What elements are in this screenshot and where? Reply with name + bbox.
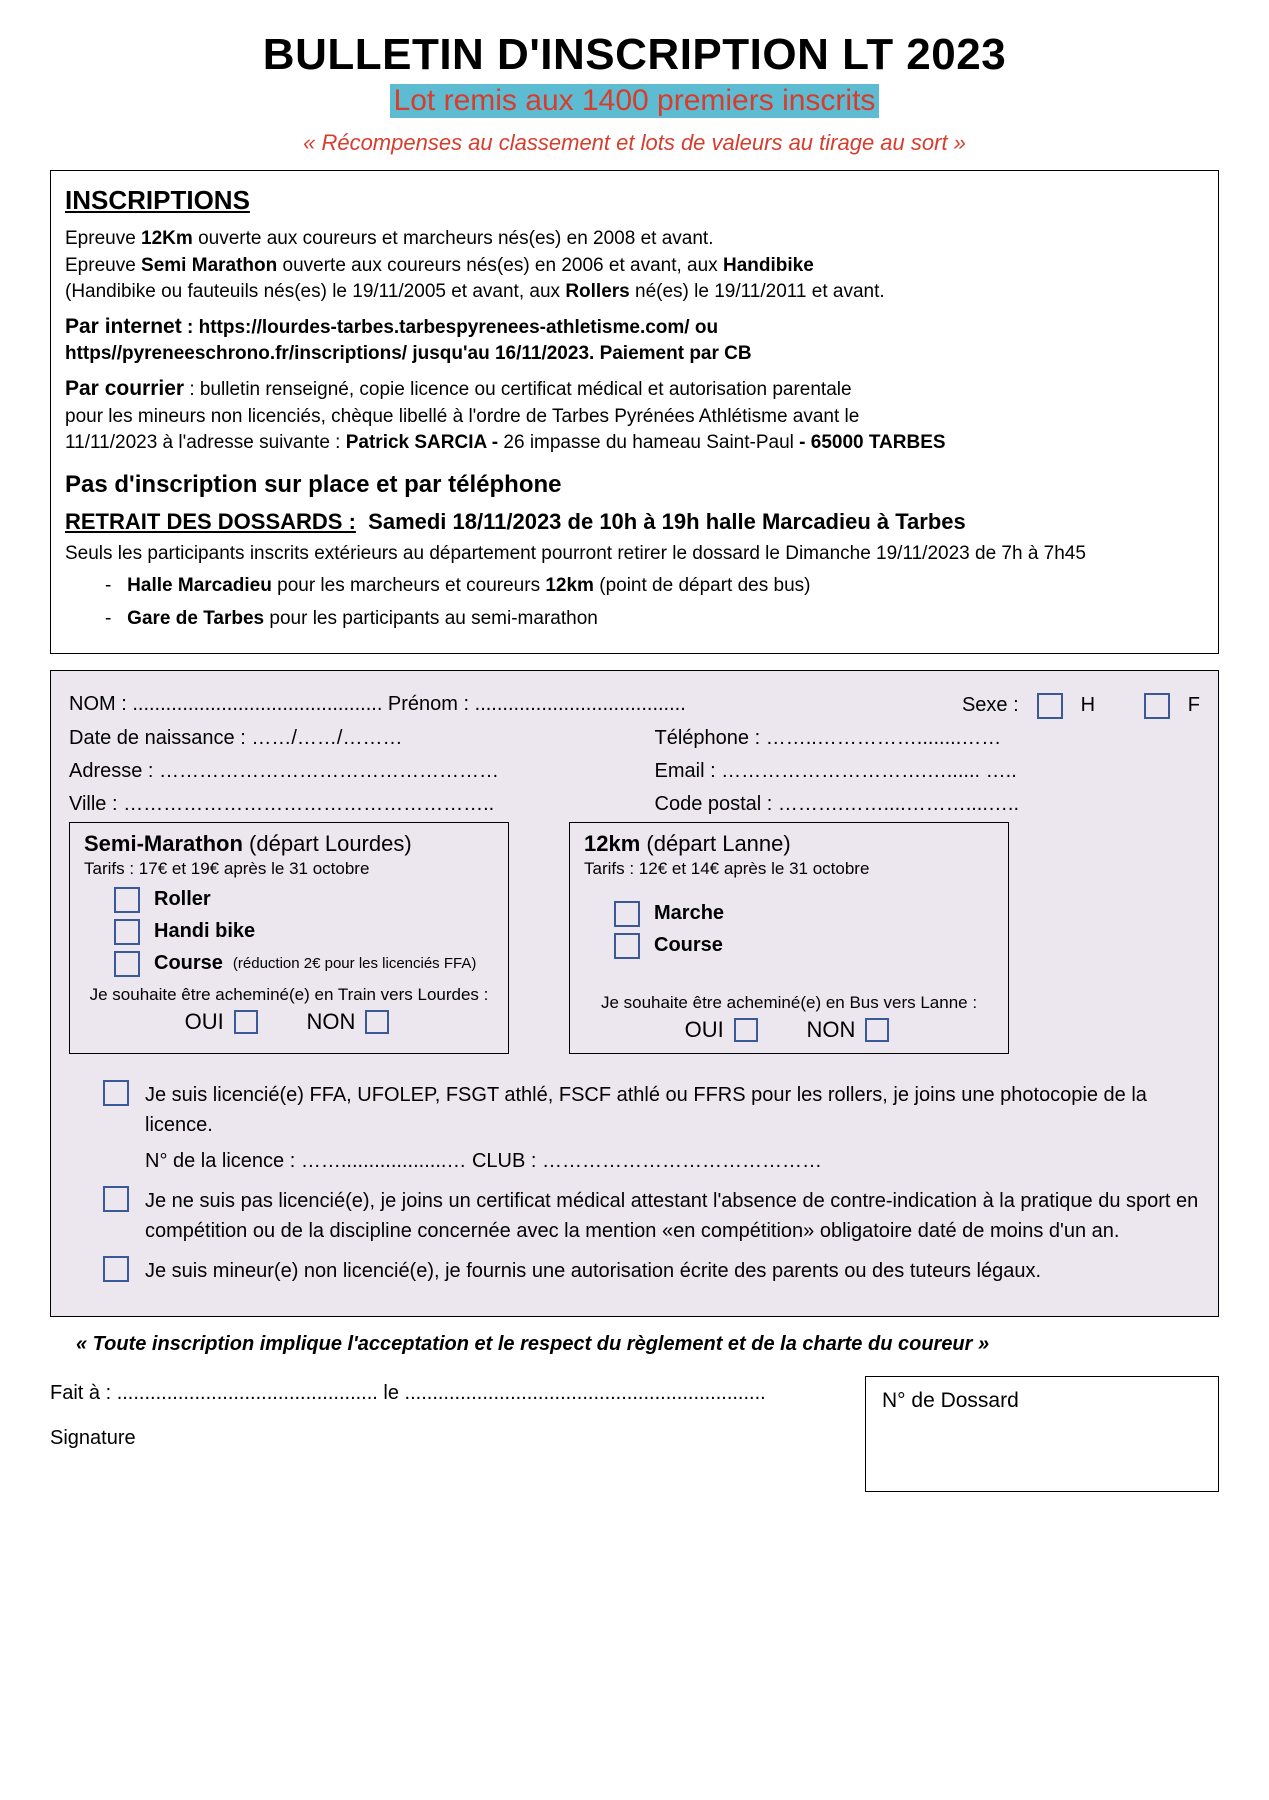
semi-transport: Je souhaite être acheminé(e) en Train ve…: [84, 985, 494, 1035]
lic2-text: Je ne suis pas licencié(e), je joins un …: [145, 1186, 1200, 1246]
inscriptions-heading: INSCRIPTIONS: [65, 185, 1204, 216]
t: pour les mineurs non licenciés, chèque l…: [65, 406, 859, 427]
nom-prenom-field[interactable]: NOM : ..................................…: [69, 693, 942, 719]
courrier-block: Par courrier : bulletin renseigné, copie…: [65, 374, 1204, 457]
addr-field[interactable]: Adresse : ……………………………………………: [69, 760, 615, 783]
t: NON: [806, 1017, 855, 1043]
t: ouverte aux coureurs nés(es) en 2006 et …: [277, 255, 723, 276]
signature-label: Signature: [50, 1427, 845, 1450]
mineur-checkbox[interactable]: [103, 1256, 129, 1282]
semi-marathon-box: Semi-Marathon (départ Lourdes) Tarifs : …: [69, 822, 509, 1054]
t: OUI: [185, 1009, 224, 1035]
t: ouverte aux coureurs et marcheurs nés(es…: [193, 228, 714, 249]
licence-num-field[interactable]: N° de la licence : ……...................…: [145, 1146, 1200, 1176]
semi-train-oui-checkbox[interactable]: [234, 1010, 258, 1034]
semi-tarifs: Tarifs : 17€ et 19€ après le 31 octobre: [84, 859, 494, 879]
t: Je souhaite être acheminé(e) en Train ve…: [84, 985, 494, 1005]
email-field[interactable]: Email : ………………………….…...... …..: [655, 760, 1201, 783]
tel-field[interactable]: Téléphone : ……..……………........……: [655, 727, 1201, 750]
t: (départ Lanne): [640, 831, 790, 856]
t: Handibike: [723, 255, 814, 276]
t: : https://lourdes-tarbes.tarbespyrenees-…: [182, 317, 718, 338]
t: : bulletin renseigné, copie licence ou c…: [184, 379, 852, 400]
t: (départ Lourdes): [243, 831, 412, 856]
t: https//pyreneeschrono.fr/inscriptions/ j…: [65, 343, 752, 364]
no-onsite-reg: Pas d'inscription sur place et par télép…: [65, 471, 1204, 499]
k12-transport: Je souhaite être acheminé(e) en Bus vers…: [584, 993, 994, 1043]
page-title: BULLETIN D'INSCRIPTION LT 2023: [50, 30, 1219, 80]
licencie-checkbox[interactable]: [103, 1080, 129, 1106]
t: (point de départ des bus): [594, 575, 811, 596]
t: NON: [306, 1009, 355, 1035]
sex-f-checkbox[interactable]: [1144, 693, 1170, 719]
t: Semi Marathon: [141, 255, 277, 276]
t: 11/11/2023 à l'adresse suivante :: [65, 432, 346, 453]
t: Rollers: [565, 281, 629, 302]
t: Handi bike: [154, 920, 255, 943]
internet-block: Par internet : https://lourdes-tarbes.ta…: [65, 312, 1204, 368]
t: 26 impasse du hameau Saint-Paul: [503, 432, 799, 453]
marche-checkbox[interactable]: [614, 901, 640, 927]
non-licencie-checkbox[interactable]: [103, 1186, 129, 1212]
semi-train-non-checkbox[interactable]: [365, 1010, 389, 1034]
handibike-checkbox[interactable]: [114, 919, 140, 945]
t: pour les participants au semi-marathon: [264, 608, 598, 629]
12km-box: 12km (départ Lanne) Tarifs : 12€ et 14€ …: [569, 822, 1009, 1054]
t: 12km: [545, 575, 594, 596]
t: (réduction 2€ pour les licenciés FFA): [233, 955, 476, 972]
k12-bus-non-checkbox[interactable]: [865, 1018, 889, 1042]
k12-tarifs: Tarifs : 12€ et 14€ après le 31 octobre: [584, 859, 994, 879]
t: pour les marcheurs et coureurs: [272, 575, 546, 596]
t: Halle Marcadieu: [127, 575, 272, 596]
subtitle: Lot remis aux 1400 premiers inscrits: [390, 84, 880, 118]
t: OUI: [685, 1017, 724, 1043]
lic3-text: Je suis mineur(e) non licencié(e), je fo…: [145, 1256, 1200, 1286]
ville-field[interactable]: Ville : ………………………………………………..: [69, 793, 615, 816]
t: Epreuve: [65, 255, 141, 276]
acceptance-line: « Toute inscription implique l'acceptati…: [76, 1333, 1219, 1356]
rewards-line: « Récompenses au classement et lots de v…: [50, 130, 1219, 156]
t: né(es) le 19/11/2011 et avant.: [630, 281, 885, 302]
t: 12km: [584, 831, 640, 856]
t: - 65000 TARBES: [799, 432, 945, 453]
course-semi-checkbox[interactable]: [114, 951, 140, 977]
t: Par internet: [65, 315, 182, 338]
t: Patrick SARCIA -: [346, 432, 504, 453]
t: Marche: [654, 902, 724, 925]
retrait-p1: Seuls les participants inscrits extérieu…: [65, 541, 1204, 568]
dossard-box[interactable]: N° de Dossard: [865, 1376, 1219, 1492]
sex-label: Sexe :: [962, 694, 1019, 717]
info-box: INSCRIPTIONS Epreuve 12Km ouverte aux co…: [50, 170, 1219, 654]
t: 12Km: [141, 228, 193, 249]
retrait-line: RETRAIT DES DOSSARDS : Samedi 18/11/2023…: [65, 509, 1204, 535]
retrait-b1: - Halle Marcadieu pour les marcheurs et …: [105, 573, 1204, 600]
t: Course: [154, 952, 223, 975]
form-box: NOM : ..................................…: [50, 670, 1219, 1317]
dossard-label: N° de Dossard: [882, 1389, 1019, 1412]
t: H: [1081, 694, 1095, 717]
lic1-text: Je suis licencié(e) FFA, UFOLEP, FSGT at…: [145, 1080, 1200, 1140]
t: Semi-Marathon: [84, 831, 243, 856]
course-12km-checkbox[interactable]: [614, 933, 640, 959]
cp-field[interactable]: Code postal : ……….……....………....…..: [655, 793, 1201, 816]
t: Je souhaite être acheminé(e) en Bus vers…: [584, 993, 994, 1013]
t: Gare de Tarbes: [127, 608, 264, 629]
sex-field: Sexe : H F: [962, 693, 1200, 719]
fait-a-field[interactable]: Fait à : ...............................…: [50, 1382, 845, 1405]
t: RETRAIT DES DOSSARDS :: [65, 509, 356, 534]
t: (Handibike ou fauteuils nés(es) le 19/11…: [65, 281, 565, 302]
t: Epreuve: [65, 228, 141, 249]
t: Samedi 18/11/2023 de 10h à 19h halle Mar…: [368, 509, 966, 534]
retrait-b2: - Gare de Tarbes pour les participants a…: [105, 606, 1204, 633]
rule-12km: Epreuve 12Km ouverte aux coureurs et mar…: [65, 226, 1204, 306]
k12-bus-oui-checkbox[interactable]: [734, 1018, 758, 1042]
t: Roller: [154, 888, 211, 911]
dob-field[interactable]: Date de naissance : ……/……/………: [69, 727, 615, 750]
t: Course: [654, 934, 723, 957]
t: F: [1188, 694, 1200, 717]
roller-checkbox[interactable]: [114, 887, 140, 913]
t: Par courrier: [65, 377, 184, 400]
sex-h-checkbox[interactable]: [1037, 693, 1063, 719]
